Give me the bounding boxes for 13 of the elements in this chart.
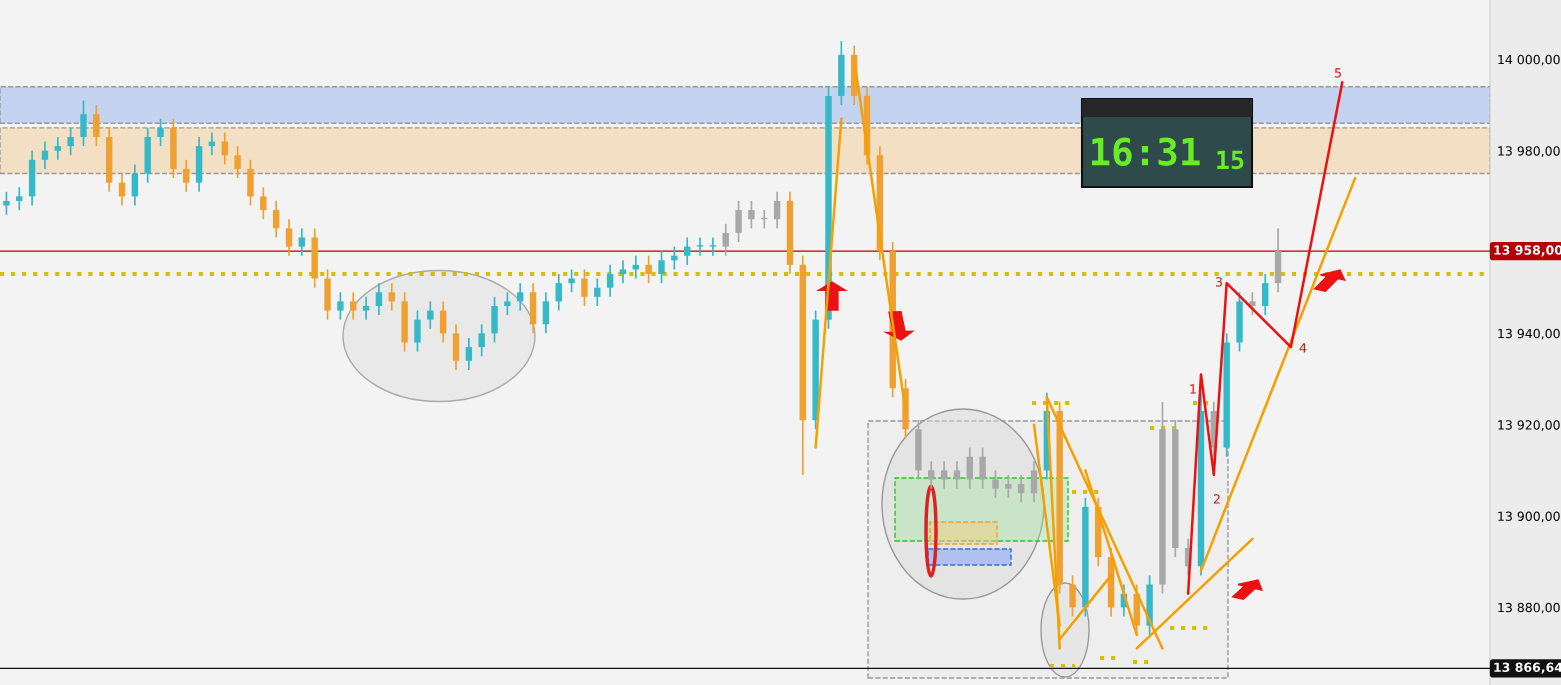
y-tick-label: 13 940,00 [1498,328,1560,340]
y-tick-label: 13 880,00 [1498,602,1560,614]
y-tick-label: 13 900,00 [1498,511,1560,523]
annotation: 2 [1213,494,1220,504]
annotation: 5 [1334,68,1341,78]
y-tick-label: 14 000,00 [1498,54,1560,66]
y-tick-label: 13 980,00 [1498,146,1560,157]
annotation: 15 [1217,150,1244,170]
y-tick-label: 13 920,00 [1498,420,1560,431]
annotation: 16:31 [1092,137,1200,166]
annotation: 3 [1215,277,1222,287]
annotation: 1 [1190,384,1196,394]
annotation: 4 [1299,343,1307,353]
